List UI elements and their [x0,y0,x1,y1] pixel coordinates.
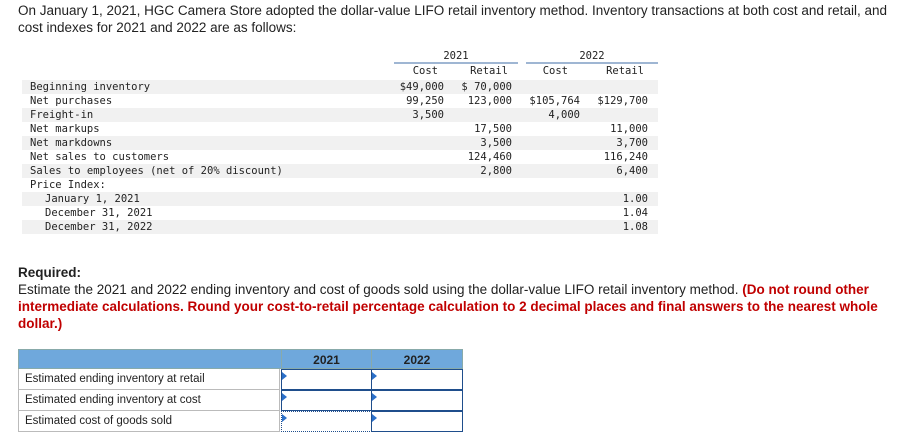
col-cost-2022: Cost [542,65,568,77]
retail-2021-value: 2,800 [480,165,512,177]
required-section: Required: Estimate the 2021 and 2022 end… [18,264,898,332]
input-flag-icon [282,393,287,401]
answer-header-2021: 2021 [281,349,372,369]
retail-2022-value: 6,400 [616,165,648,177]
table-row: December 31, 2021 1.04 [22,206,658,220]
row-label: January 1, 2021 [45,193,140,205]
required-text: Estimate the 2021 and 2022 ending invent… [18,282,739,297]
retail-2022-value: 1.08 [622,221,648,233]
input-2022[interactable] [371,411,463,432]
retail-2022-value: 3,700 [616,137,648,149]
row-label: December 31, 2021 [45,207,153,219]
input-2022[interactable] [371,390,463,411]
table-row: January 1, 2021 1.00 [22,192,658,206]
answer-row-label: Estimated ending inventory at cost [18,390,280,411]
table-row: Sales to employees (net of 20% discount)… [22,164,658,178]
table-row: Net markdowns 3,500 3,700 [22,136,658,150]
year-2022-header: 2022 [526,50,658,64]
year-header-row: 2021 2022 [22,50,658,64]
table-row: Net markups 17,500 11,000 [22,122,658,136]
column-header-row: Cost Retail Cost Retail [22,64,658,78]
year-2021-header: 2021 [394,50,518,64]
input-flag-icon [282,414,287,422]
table-row: Price Index: [22,178,658,192]
required-title: Required: [18,265,82,280]
input-flag-icon [372,414,377,422]
row-label: Net markdowns [30,137,113,149]
answer-header-blank [18,349,282,369]
input-flag-icon [372,372,377,380]
input-2021[interactable] [281,369,372,390]
table-row: Beginning inventory $49,000 $ 70,000 [22,80,658,94]
retail-2022-value: 1.00 [622,193,648,205]
row-label: Freight-in [30,109,94,121]
cost-2022-value: 4,000 [548,109,580,121]
col-retail-2021: Retail [470,65,508,77]
answer-header-2022: 2022 [371,349,463,369]
table-row: Net purchases 99,250 123,000 $105,764 $129,7… [22,94,658,108]
retail-2021-value: 123,000 [467,95,512,107]
retail-2022-value: $129,700 [597,95,648,107]
input-flag-icon [372,393,377,401]
col-cost-2021: Cost [412,65,438,77]
retail-2021-value: 124,460 [467,151,512,163]
problem-intro: On January 1, 2021, HGC Camera Store ado… [18,3,887,35]
row-label: Beginning inventory [30,81,151,93]
row-label: Net markups [30,123,100,135]
required-note: (Do not round other intermediate calcula… [18,282,878,331]
cost-2021-value: $49,000 [399,81,444,93]
row-label: Sales to employees (net of 20% discount) [30,165,283,177]
retail-2021-value: 17,500 [474,123,512,135]
col-retail-2022: Retail [606,65,644,77]
cost-2021-value: 99,250 [406,95,444,107]
data-table: 2021 2022 Cost Retail Cost Retail Beginn… [22,50,658,234]
row-label: Net purchases [30,95,113,107]
input-2021[interactable] [281,390,372,411]
cost-2021-value: 3,500 [412,109,444,121]
retail-2022-value: 116,240 [603,151,648,163]
input-2022[interactable] [371,369,463,390]
cost-2022-value: $105,764 [529,95,580,107]
input-flag-icon [282,372,287,380]
table-row: December 31, 2022 1.08 [22,220,658,234]
input-2021[interactable] [281,411,372,432]
table-row: Freight-in 3,500 4,000 [22,108,658,122]
answer-row-label: Estimated cost of goods sold [18,411,280,432]
retail-2021-value: 3,500 [480,137,512,149]
retail-2021-value: $ 70,000 [461,81,512,93]
row-label: Net sales to customers [30,151,170,163]
retail-2022-value: 11,000 [610,123,648,135]
answer-row-label: Estimated ending inventory at retail [18,369,280,390]
row-label: Price Index: [30,179,106,191]
retail-2022-value: 1.04 [622,207,648,219]
row-label: December 31, 2022 [45,221,153,233]
table-row: Net sales to customers 124,460 116,240 [22,150,658,164]
